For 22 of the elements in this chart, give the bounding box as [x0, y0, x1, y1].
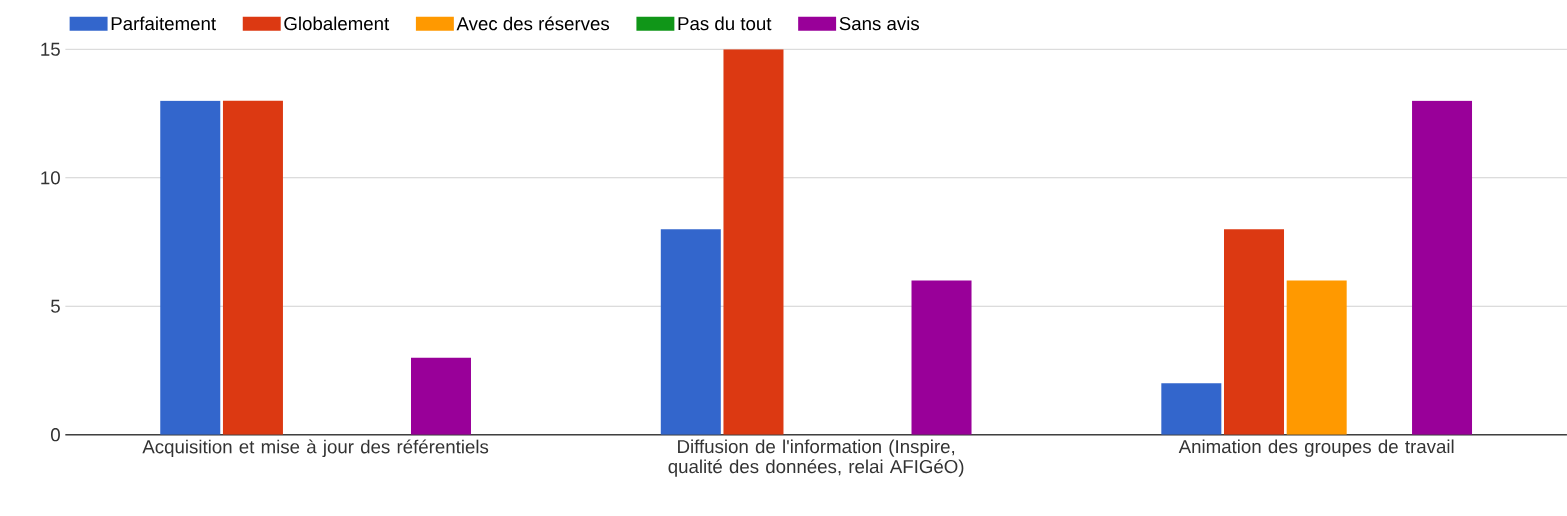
y-tick-label: 5 — [51, 299, 60, 313]
y-tick-label: 15 — [41, 42, 60, 56]
bar — [410, 357, 471, 435]
bar — [1412, 100, 1473, 435]
x-tick-label: Animation des groupes de travail — [1178, 439, 1454, 457]
bar — [723, 49, 784, 435]
legend-label: Pas du tout — [678, 16, 772, 31]
bar — [222, 100, 283, 435]
legend-label: Globalement — [284, 16, 390, 31]
bar — [1161, 383, 1222, 435]
y-tick-label: 0 — [51, 428, 60, 442]
bar — [660, 229, 721, 435]
x-tick-label: Acquisition et mise à jour des référentiels — [142, 439, 489, 458]
bar — [1224, 229, 1285, 435]
x-tick-label: Diffusion de l'information (Inspire, qualité des données, relai AFIGéO) — [668, 439, 964, 477]
legend-label: Parfaitement — [111, 16, 216, 31]
bar — [160, 100, 221, 435]
bar — [911, 280, 972, 435]
legend-label: Avec des réserves — [456, 16, 610, 31]
bar — [1286, 280, 1347, 435]
legend-label: Sans avis — [839, 16, 920, 31]
y-tick-label: 10 — [41, 171, 60, 185]
